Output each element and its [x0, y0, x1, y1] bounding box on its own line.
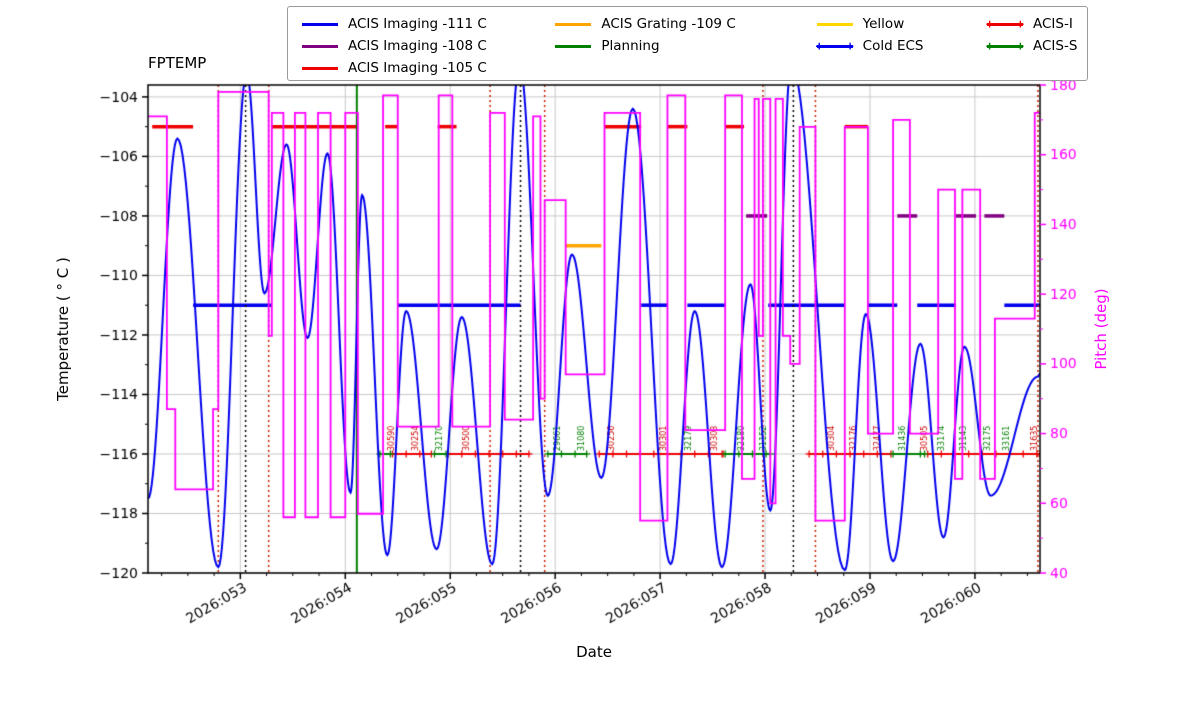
y-axis-label-pitch: Pitch (deg)	[1092, 288, 1110, 370]
legend-item-acis-grating-109c: ++ ACIS Grating -109 C	[555, 14, 792, 33]
legend-column-yellow-ecs: ++ Yellow ++ Cold ECS	[815, 14, 963, 55]
legend-swatch-line: ++	[816, 17, 853, 31]
legend-label: ACIS Imaging -108 C	[348, 37, 487, 54]
legend: ++ ACIS Imaging -111 C ++ ACIS Imaging -…	[287, 6, 1088, 81]
legend-swatch-line: ++	[302, 39, 338, 53]
legend-column-imaging: ++ ACIS Imaging -111 C ++ ACIS Imaging -…	[302, 14, 531, 77]
legend-swatch-line: ++	[302, 17, 338, 31]
legend-column-grating-planning: ++ ACIS Grating -109 C ++ Planning	[555, 14, 792, 55]
legend-label: Yellow	[862, 15, 905, 32]
legend-label: ACIS Imaging -111 C	[348, 15, 487, 32]
legend-swatch-line: ++	[555, 17, 592, 31]
legend-swatch-line: ++	[815, 38, 854, 53]
legend-swatch-line: ++	[555, 39, 592, 53]
legend-item-acis-i: + + ACIS-I	[986, 14, 1077, 33]
legend-label: ACIS-S	[1033, 37, 1078, 54]
x-axis-label-date: Date	[576, 643, 612, 661]
legend-label: ACIS Grating -109 C	[601, 15, 736, 32]
legend-swatch-line: ++	[986, 38, 1024, 53]
legend-item-acis-imaging-105c: ++ ACIS Imaging -105 C	[302, 58, 531, 77]
legend-item-acis-imaging-108c: ++ ACIS Imaging -108 C	[302, 36, 531, 55]
legend-label: ACIS-I	[1033, 15, 1073, 32]
legend-label: ACIS Imaging -105 C	[348, 59, 487, 76]
legend-swatch-line: ++	[986, 16, 1024, 31]
legend-label: Cold ECS	[862, 37, 924, 54]
legend-swatch-line: ++	[302, 61, 338, 75]
legend-item-acis-s: + + ACIS-S	[986, 36, 1078, 55]
legend-item-planning: ++ Planning	[555, 36, 792, 55]
y-axis-label-temperature: Temperature ( ° C )	[54, 257, 72, 401]
legend-item-yellow: ++ Yellow	[816, 14, 963, 33]
plot-title: FPTEMP	[148, 54, 207, 72]
legend-column-instruments: + + ACIS-I + + ACIS-S	[986, 14, 1078, 55]
legend-item-acis-imaging-111c: ++ ACIS Imaging -111 C	[302, 14, 531, 33]
legend-label: Planning	[601, 37, 660, 54]
legend-item-cold-ecs: + + Cold ECS	[815, 36, 963, 55]
